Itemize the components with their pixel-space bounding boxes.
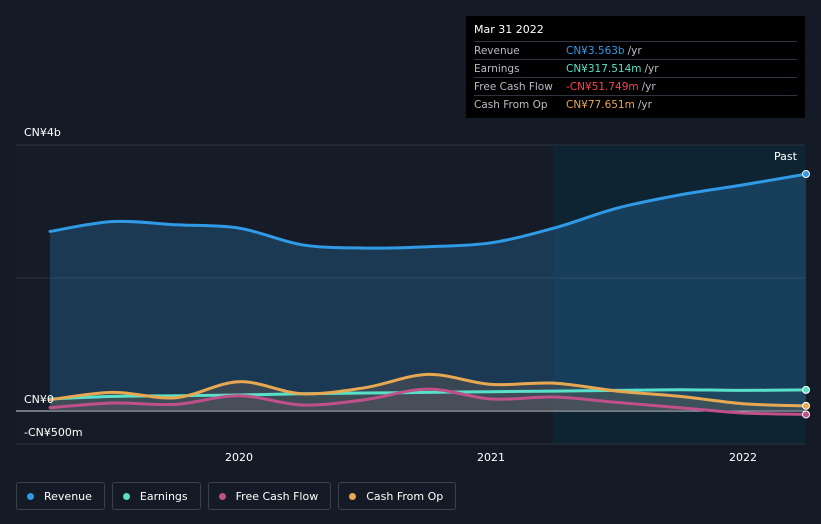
tooltip-row-earnings: Earnings CN¥317.514m /yr [474, 59, 797, 77]
end-point-earnings [802, 385, 810, 394]
legend-dot-icon [27, 492, 34, 500]
chart-legend: Revenue Earnings Free Cash Flow Cash Fro… [16, 482, 457, 510]
series-line-revenue [48, 172, 808, 250]
y-axis-label-top: CN¥4b [24, 126, 61, 139]
legend-label: Cash From Op [366, 489, 444, 503]
tooltip-row-label: Free Cash Flow [474, 80, 553, 93]
tooltip-row-value: -CN¥51.749m [566, 80, 639, 93]
series-line-free-cash-flow [48, 387, 808, 416]
tooltip-row-unit: /yr [627, 44, 642, 57]
end-point-cash-from-op [802, 401, 810, 410]
end-point-free-cash-flow [802, 410, 810, 419]
tooltip-row-value: CN¥317.514m [566, 62, 642, 75]
x-tick-2022: 2022 [729, 451, 757, 464]
tooltip-row-unit: /yr [637, 98, 652, 111]
tooltip-row-unit: /yr [641, 80, 656, 93]
tooltip-row-revenue: Revenue CN¥3.563b /yr [474, 41, 797, 59]
legend-item-earnings[interactable]: Earnings [111, 482, 201, 510]
tooltip-row-label: Earnings [474, 62, 520, 75]
end-point-revenue [802, 170, 810, 179]
tooltip-date: Mar 31 2022 [474, 23, 544, 36]
legend-item-free-cash-flow[interactable]: Free Cash Flow [207, 482, 332, 510]
legend-item-revenue[interactable]: Revenue [16, 482, 105, 510]
y-axis-label-bottom: -CN¥500m [24, 426, 83, 439]
legend-label: Free Cash Flow [235, 489, 319, 503]
x-tick-2021: 2021 [477, 451, 505, 464]
area-revenue [50, 174, 806, 411]
tooltip-row-value: CN¥77.651m [566, 98, 635, 111]
legend-item-cash-from-op[interactable]: Cash From Op [338, 482, 457, 510]
tooltip-row-cash-from-op: Cash From Op CN¥77.651m /yr [474, 95, 797, 113]
area-free-cash-flow [50, 389, 806, 415]
past-region-label: Past [774, 150, 797, 163]
tooltip-row-label: Cash From Op [474, 98, 548, 111]
data-tooltip: Mar 31 2022 Revenue CN¥3.563b /yr Earnin… [466, 16, 805, 118]
y-axis-label-zero: CN¥0 [24, 393, 54, 406]
tooltip-row-unit: /yr [644, 62, 659, 75]
tooltip-row-free-cash-flow: Free Cash Flow -CN¥51.749m /yr [474, 77, 797, 95]
x-tick-2020: 2020 [225, 451, 253, 464]
legend-dot-icon [349, 492, 357, 500]
legend-dot-icon [218, 492, 226, 500]
tooltip-row-value: CN¥3.563b [566, 44, 625, 57]
tooltip-row-label: Revenue [474, 44, 520, 57]
series-line-earnings [48, 388, 808, 401]
series-line-cash-from-op [48, 372, 808, 408]
legend-label: Earnings [139, 489, 188, 503]
legend-label: Revenue [44, 489, 92, 503]
legend-dot-icon [122, 492, 130, 500]
